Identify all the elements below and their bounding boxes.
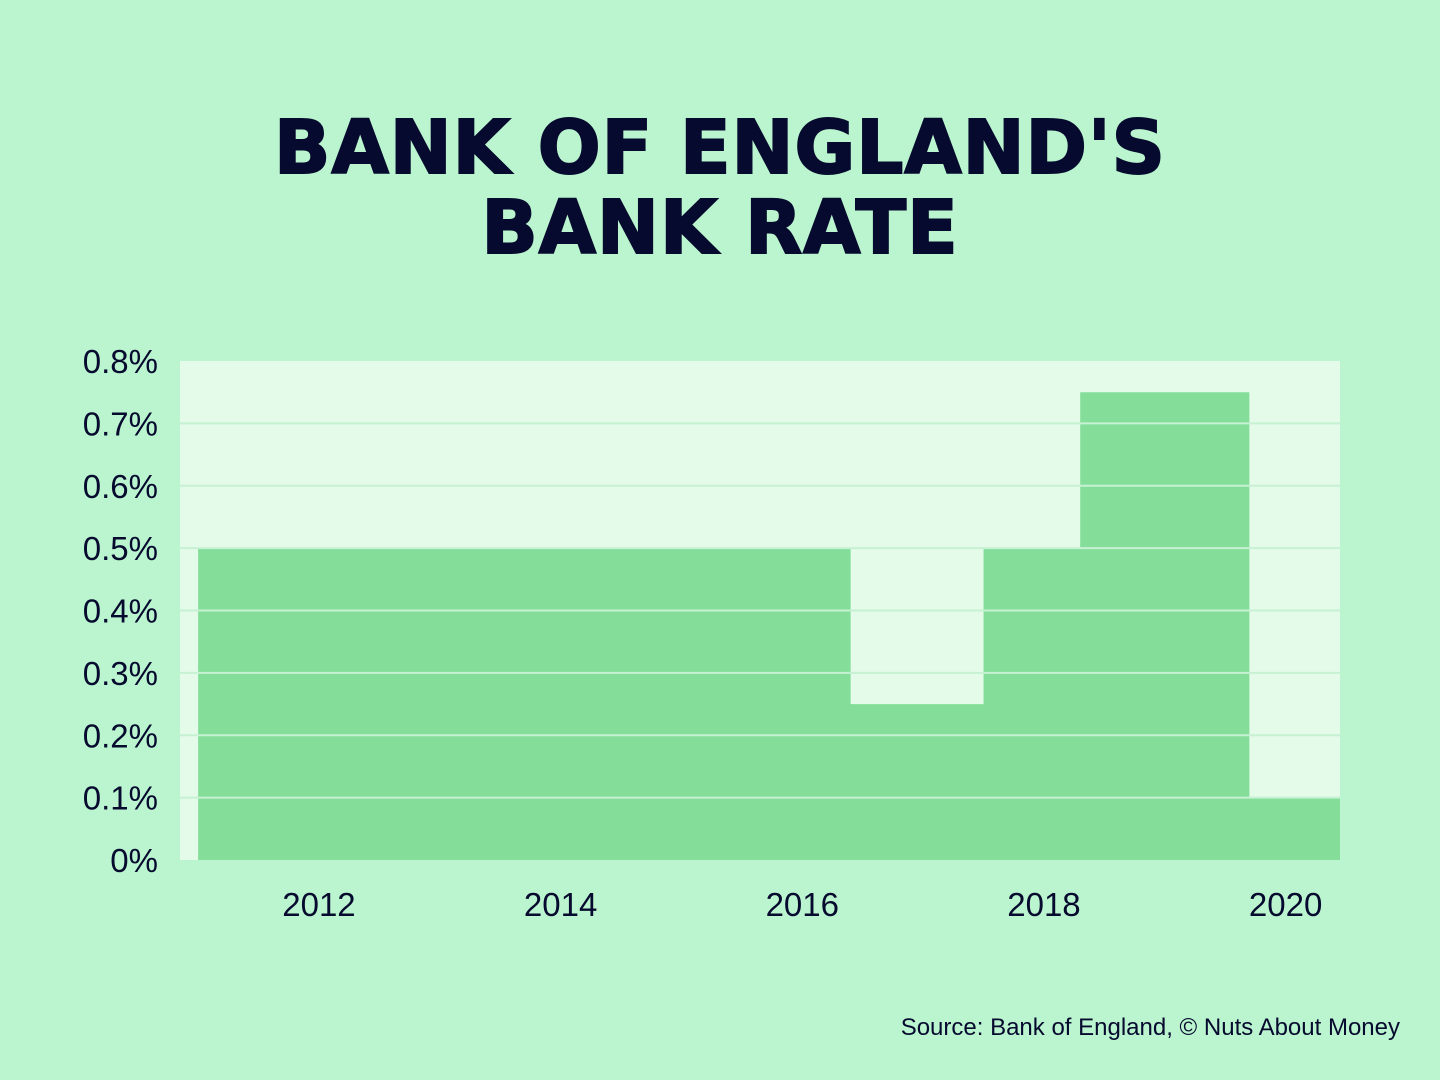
y-tick-label: 0.2%: [83, 717, 158, 754]
y-tick-label: 0.1%: [83, 780, 158, 817]
source-note: Source: Bank of England, © Nuts About Mo…: [900, 1014, 1400, 1041]
chart-title-line-1: BANK OF ENGLAND'S: [273, 105, 1166, 191]
y-tick-label: 0.8%: [83, 343, 158, 380]
y-tick-label: 0.5%: [83, 530, 158, 567]
x-tick-label: 2012: [282, 886, 355, 923]
y-tick-label: 0.3%: [83, 655, 158, 692]
y-tick-label: 0%: [110, 842, 158, 879]
y-tick-label: 0.7%: [83, 405, 158, 442]
x-tick-label: 2018: [1007, 886, 1080, 923]
x-tick-label: 2020: [1249, 886, 1322, 923]
y-tick-label: 0.4%: [83, 593, 158, 630]
chart-title-line-2: BANK RATE: [480, 185, 959, 271]
chart-title: BANK OF ENGLAND'S BANK RATE: [0, 105, 1440, 271]
y-tick-label: 0.6%: [83, 468, 158, 505]
x-tick-label: 2014: [524, 886, 597, 923]
bank-rate-area: [198, 392, 1340, 860]
x-tick-label: 2016: [766, 886, 839, 923]
